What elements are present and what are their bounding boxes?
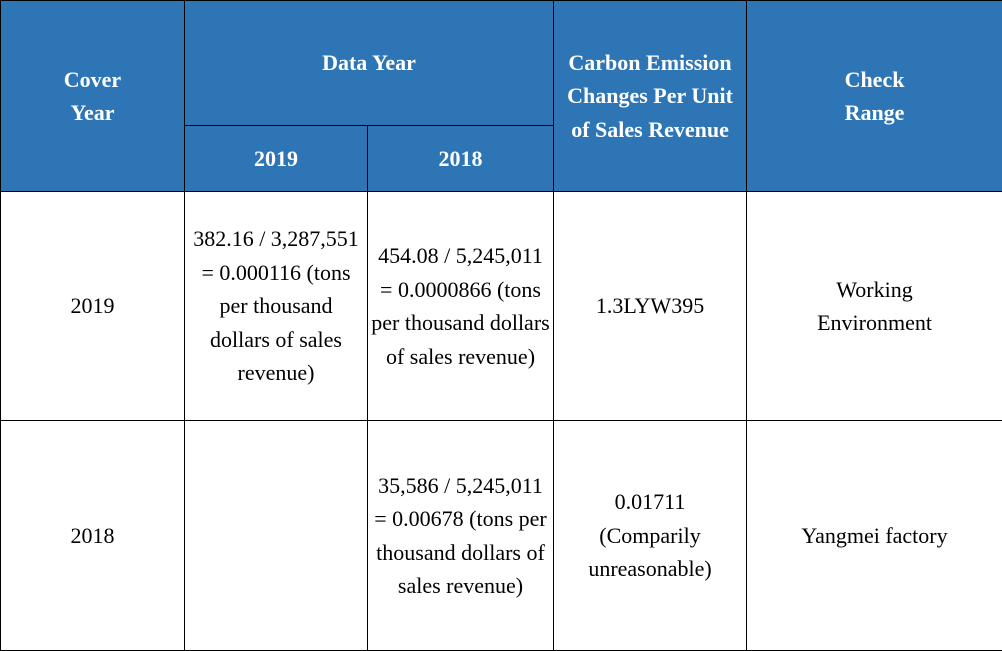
cell-data-2018: 454.08 / 5,245,011 = 0.0000866 (tons per…: [366, 191, 555, 421]
cell-carbon: 0.01711 (Comparily unreasonable): [553, 420, 748, 651]
header-check-range: Check Range: [746, 0, 1002, 192]
cell-carbon: 1.3LYW395: [553, 191, 748, 421]
table-row: 2019 382.16 / 3,287,551 = 0.000116 (tons…: [0, 191, 1002, 421]
header-cover-year: Cover Year: [0, 0, 185, 192]
header-carbon-emission: Carbon Emission Changes Per Unit of Sale…: [553, 0, 748, 192]
cell-check-range: Yangmei factory: [746, 420, 1002, 651]
table-row: 2018 35,586 / 5,245,011 = 0.00678 (tons …: [0, 420, 1002, 651]
header-year-2019: 2019: [184, 125, 368, 192]
cell-check-range: Working Environment: [746, 191, 1002, 421]
cell-data-2019: 382.16 / 3,287,551 = 0.000116 (tons per …: [184, 191, 368, 421]
cell-data-2019: [184, 420, 368, 651]
header-year-2018: 2018: [366, 125, 555, 192]
cell-cover-year: 2018: [0, 420, 185, 651]
header-data-year: Data Year: [183, 0, 555, 126]
cell-cover-year: 2019: [0, 191, 185, 421]
cell-data-2018: 35,586 / 5,245,011 = 0.00678 (tons per t…: [366, 420, 555, 651]
